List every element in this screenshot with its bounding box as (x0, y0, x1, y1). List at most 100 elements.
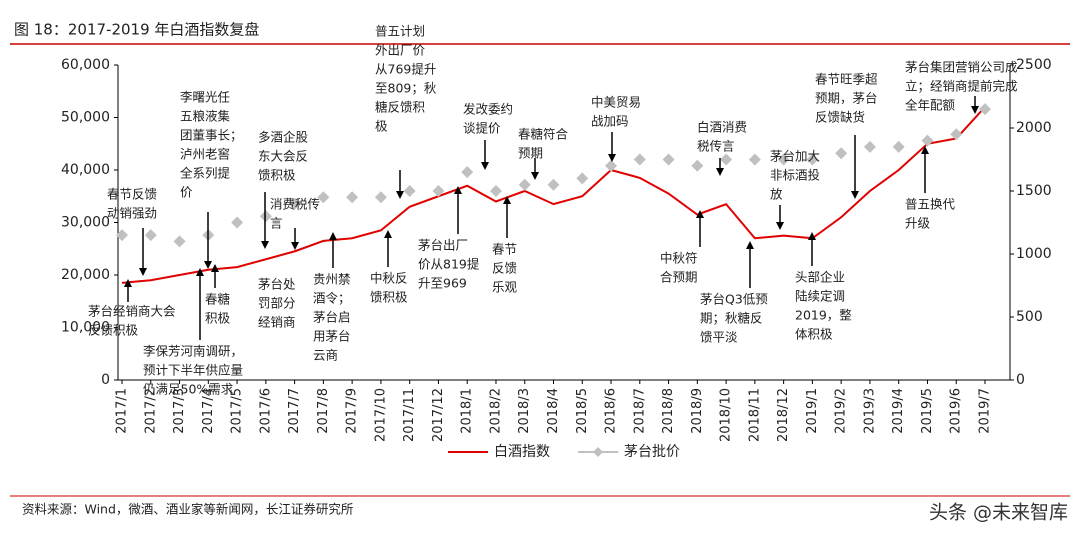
annotation: 团董事长； (180, 128, 243, 143)
y2-tick-label: 2000 (1016, 120, 1052, 136)
price-point (547, 178, 560, 191)
annotation: 经销商 (258, 315, 296, 330)
annotation: 罚部分 (258, 296, 296, 311)
price-point (374, 191, 387, 204)
y2-tick-label: 1500 (1016, 183, 1052, 199)
annotation: 酒令； (313, 291, 351, 306)
price-point (863, 140, 876, 153)
annotation: 茅台Q3低预 (700, 292, 768, 307)
annotation: 全年配额 (905, 98, 956, 113)
x-tick-label: 2017/3 (172, 388, 187, 434)
annotation: 五粮液集 (180, 109, 231, 124)
annotation: 税传言 (697, 139, 735, 154)
annotation: 东大会反 (258, 149, 308, 164)
price-point (231, 216, 244, 229)
x-tick-label: 2017/2 (143, 388, 158, 434)
x-tick-label: 2017/5 (230, 388, 245, 434)
legend-label: 白酒指数 (494, 444, 550, 460)
annotation: 茅台启 (313, 310, 351, 325)
x-tick-label: 2018/11 (747, 388, 762, 442)
x-tick-label: 2018/4 (546, 388, 561, 434)
y-tick-label: 60,000 (61, 57, 110, 73)
x-tick-label: 2018/9 (690, 388, 705, 434)
annotation: 价从819提 (418, 257, 480, 272)
price-point (461, 166, 474, 179)
annotation: 普五换代 (905, 197, 956, 212)
x-tick-label: 2019/4 (891, 388, 906, 434)
annotation: 茅台经销商大会 (88, 304, 176, 319)
price-point (403, 185, 416, 197)
price-point (720, 153, 733, 166)
price-point (489, 185, 502, 197)
x-tick-label: 2019/5 (920, 388, 935, 434)
annotation: 泸州老窖 (180, 147, 230, 162)
annotation: 春糖 (205, 292, 231, 307)
price-point (979, 103, 991, 116)
annotation: 馈平淡 (700, 330, 738, 345)
price-point (662, 153, 675, 166)
annotation: 体积极 (795, 327, 833, 342)
annotation: 至809；秋 (375, 81, 437, 96)
annotation: 李保芳河南调研， (143, 344, 243, 359)
price-point (633, 153, 646, 166)
price-point (892, 140, 905, 153)
annotation: 李曙光任 (180, 90, 230, 105)
annotation: 升至969 (418, 276, 467, 291)
annotation: 多酒企股 (258, 130, 309, 145)
annotation: 发改委约 (463, 102, 513, 117)
annotation: 言 (270, 216, 283, 231)
y-tick-label: 10,000 (61, 320, 110, 336)
legend-swatch (593, 447, 603, 457)
x-tick-label: 2018/10 (719, 388, 734, 442)
annotation: 非标酒投 (770, 168, 820, 183)
x-tick-label: 2017/8 (316, 388, 331, 434)
annotation: 中秋符 (660, 251, 698, 266)
y2-tick-label: 1000 (1016, 246, 1052, 262)
y-tick-label: 0 (101, 372, 110, 388)
annotation: 从769提升 (375, 62, 436, 77)
annotation: 乐观 (492, 280, 518, 295)
annotation: 反馈缺货 (815, 110, 865, 125)
x-tick-label: 2018/2 (488, 388, 503, 434)
price-point (116, 229, 128, 242)
x-tick-label: 2017/1 (115, 388, 130, 434)
price-point (691, 159, 704, 172)
price-point (921, 134, 934, 147)
annotation: 反馈 (492, 261, 517, 276)
x-tick-label: 2017/11 (402, 388, 417, 442)
y2-tick-label: 500 (1016, 309, 1043, 325)
source: 资料来源：Wind，微酒、酒业家等新闻网，长江证券研究所 (22, 502, 353, 517)
x-tick-label: 2018/1 (460, 388, 475, 434)
x-tick-label: 2019/1 (805, 388, 820, 434)
x-tick-label: 2017/10 (373, 388, 388, 442)
annotation: 春糖符合 (518, 127, 569, 142)
price-point (777, 153, 790, 166)
price-point (144, 229, 157, 242)
x-tick-label: 2017/6 (258, 388, 273, 434)
annotation: 价 (180, 185, 193, 200)
x-tick-label: 2017/4 (201, 388, 216, 434)
annotation: 预期 (518, 146, 543, 161)
price-point (576, 172, 589, 185)
price-point (518, 178, 531, 191)
price-point (346, 191, 359, 204)
annotation: 用茅台 (313, 329, 351, 344)
watermark: 头条 @未来智库 (929, 502, 1068, 524)
price-point (259, 210, 272, 223)
price-point (317, 191, 330, 204)
annotation: 升级 (905, 216, 931, 231)
y2-tick-label: 0 (1016, 372, 1025, 388)
annotation: 极 (375, 119, 388, 134)
annotation: 馈积极 (258, 168, 296, 183)
y-tick-label: 40,000 (61, 162, 110, 178)
x-tick-label: 2018/3 (517, 388, 532, 434)
price-point (806, 153, 819, 166)
annotation: 茅台加大 (770, 149, 820, 164)
annotation: 茅台集团营销公司成 (905, 60, 1018, 75)
price-point (432, 185, 445, 197)
price-point (173, 235, 186, 248)
legend-label: 茅台批价 (624, 444, 680, 460)
annotation: 外出厂价 (375, 43, 426, 58)
annotation: 中美贸易 (591, 95, 641, 110)
x-tick-label: 2017/12 (431, 388, 446, 442)
